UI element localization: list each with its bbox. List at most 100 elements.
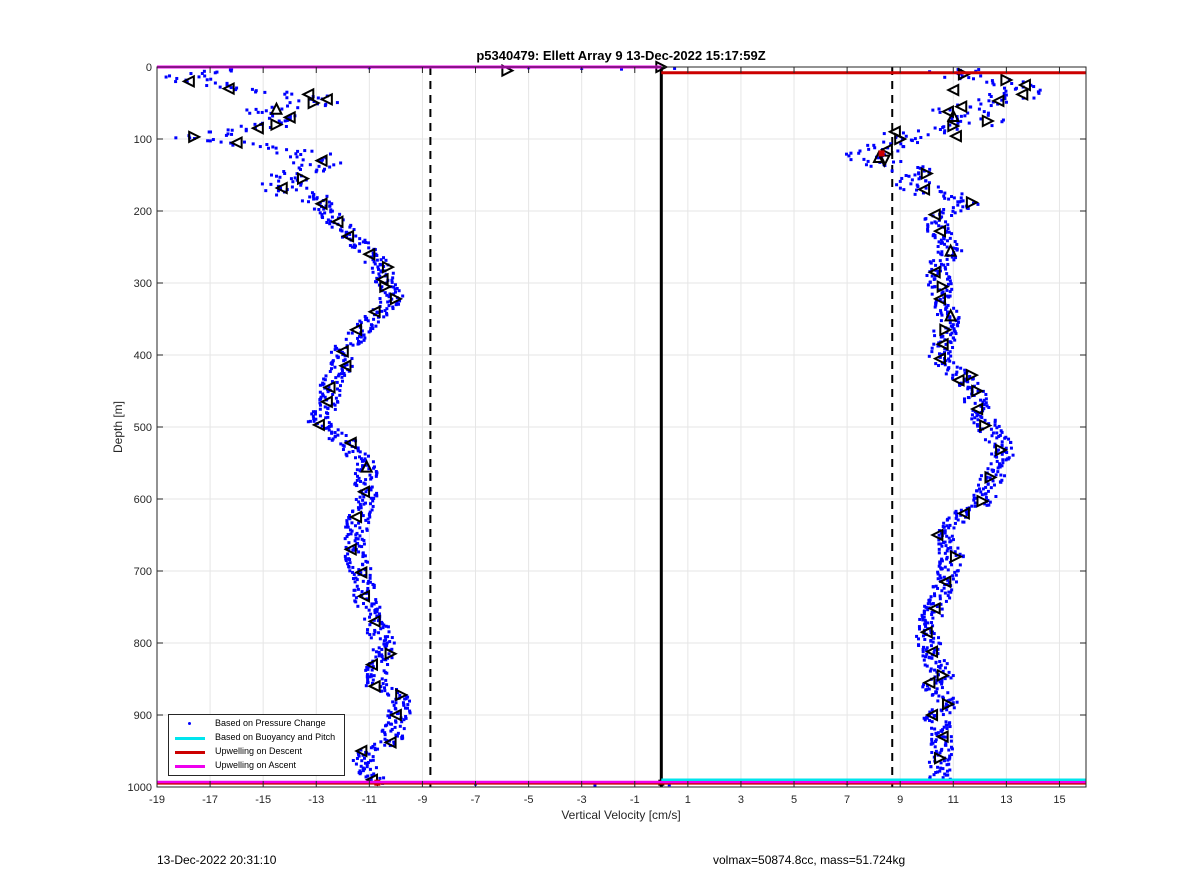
- pressure-point: [356, 506, 360, 510]
- pressure-point: [164, 75, 168, 79]
- pressure-point: [359, 571, 363, 575]
- pressure-point: [330, 380, 334, 384]
- pressure-point: [382, 639, 386, 643]
- pressure-point: [959, 199, 963, 203]
- pressure-point: [948, 317, 952, 321]
- pressure-point: [866, 159, 870, 163]
- pressure-point: [939, 311, 943, 315]
- pressure-point: [333, 431, 337, 435]
- pressure-point: [937, 107, 941, 111]
- pressure-point: [947, 197, 951, 201]
- pressure-point: [989, 94, 993, 98]
- pressure-point: [950, 325, 954, 329]
- pressure-point: [364, 559, 368, 563]
- pressure-point: [250, 87, 254, 91]
- pressure-point: [956, 200, 960, 204]
- triangle-marker: [946, 108, 960, 122]
- pressure-point: [229, 69, 233, 73]
- pressure-point: [365, 681, 369, 685]
- pressure-point: [947, 762, 951, 766]
- pressure-point: [365, 675, 369, 679]
- triangle-marker: [951, 373, 965, 387]
- pressure-point: [383, 642, 387, 646]
- pressure-point: [971, 77, 975, 81]
- pressure-point: [310, 412, 314, 416]
- pressure-point: [934, 362, 938, 366]
- pressure-point: [993, 420, 997, 424]
- pressure-point: [315, 197, 319, 201]
- triangle-marker: [384, 647, 398, 661]
- pressure-point: [979, 102, 983, 106]
- pressure-point: [365, 528, 369, 532]
- pressure-point: [365, 765, 369, 769]
- pressure-point: [384, 258, 388, 262]
- pressure-point: [329, 208, 333, 212]
- pressure-point: [934, 299, 938, 303]
- pressure-point: [945, 534, 949, 538]
- pressure-point: [975, 489, 979, 493]
- pressure-point: [357, 544, 361, 548]
- pressure-point: [372, 466, 376, 470]
- pressure-point: [1032, 85, 1036, 89]
- pressure-point: [368, 675, 372, 679]
- pressure-point: [986, 467, 990, 471]
- triangle-marker: [936, 668, 950, 683]
- pressure-point: [1000, 430, 1004, 434]
- pressure-point: [360, 590, 364, 594]
- pressure-point: [941, 713, 945, 717]
- pressure-point: [943, 565, 947, 569]
- pressure-point: [951, 345, 955, 349]
- pressure-point: [950, 331, 954, 335]
- pressure-point: [990, 452, 994, 456]
- pressure-point: [949, 753, 953, 757]
- pressure-point: [382, 776, 386, 780]
- pressure-point: [311, 410, 315, 414]
- pressure-point: [953, 521, 957, 525]
- pressure-point: [939, 567, 943, 571]
- pressure-point: [313, 410, 317, 414]
- pressure-point: [923, 718, 927, 722]
- pressure-point: [953, 338, 957, 342]
- pressure-point: [948, 523, 952, 527]
- triangle-marker: [948, 129, 962, 143]
- pressure-point: [322, 207, 326, 211]
- pressure-point: [937, 240, 941, 244]
- pressure-point: [308, 195, 312, 199]
- pressure-point: [395, 734, 399, 738]
- pressure-point: [934, 661, 938, 665]
- pressure-point: [293, 176, 297, 180]
- legend-label: Upwelling on Ascent: [215, 760, 297, 770]
- pressure-point: [946, 366, 950, 370]
- pressure-point: [358, 450, 362, 454]
- pressure-point: [367, 752, 371, 756]
- pressure-point: [991, 469, 995, 473]
- pressure-point: [325, 194, 329, 198]
- pressure-point: [990, 434, 994, 438]
- pressure-point: [952, 327, 956, 331]
- pressure-point: [267, 146, 271, 150]
- pressure-point: [382, 315, 386, 319]
- pressure-point: [381, 626, 385, 630]
- pressure-point: [376, 265, 380, 269]
- pressure-point: [371, 678, 375, 682]
- pressure-point: [323, 378, 327, 382]
- pressure-point: [369, 496, 373, 500]
- pressure-point: [355, 578, 359, 582]
- pressure-point: [929, 639, 933, 643]
- pressure-point: [978, 477, 982, 481]
- pressure-point: [386, 300, 390, 304]
- pressure-point: [1001, 461, 1005, 465]
- pressure-point: [930, 732, 934, 736]
- pressure-point: [901, 131, 905, 135]
- pressure-point: [326, 406, 330, 410]
- pressure-point: [946, 227, 950, 231]
- pressure-point: [327, 421, 331, 425]
- pressure-point: [351, 343, 355, 347]
- pressure-point: [354, 536, 358, 540]
- triangle-marker: [944, 308, 958, 322]
- pressure-point: [951, 577, 955, 581]
- y-tick-label: 400: [134, 350, 152, 362]
- pressure-point: [952, 196, 956, 200]
- pressure-point: [943, 196, 947, 200]
- pressure-point: [264, 109, 268, 113]
